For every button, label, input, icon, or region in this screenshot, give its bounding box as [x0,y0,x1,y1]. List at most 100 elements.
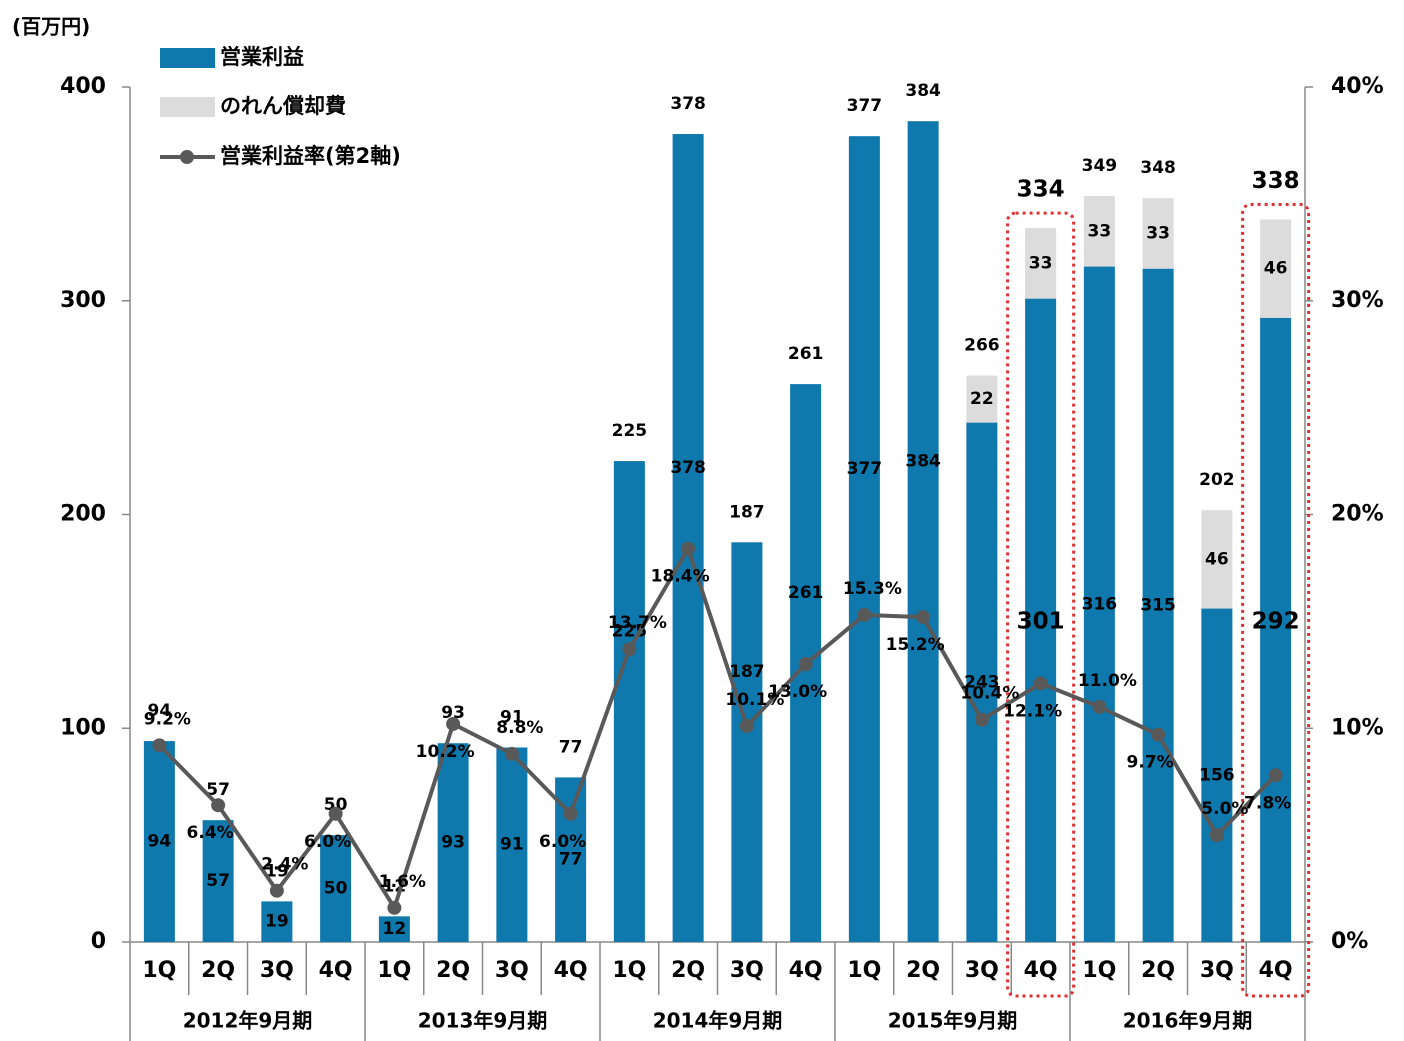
bar-operating-profit [1201,608,1233,942]
y-axis-label: (百万円) [12,15,90,39]
bar-amortization [1083,196,1115,267]
x-tick-label: 3Q [1200,958,1234,983]
bar-operating-profit [202,820,234,942]
total-label: 338 [1252,168,1300,194]
margin-marker [1033,676,1048,691]
margin-marker [328,806,343,821]
total-label: 384 [905,81,941,101]
y-tick-label: 0 [91,929,106,954]
total-label: 187 [729,502,765,522]
group-label: 2015年9月期 [888,1009,1018,1033]
margin-label: 6.0% [539,832,586,852]
margin-label: 15.3% [843,579,902,599]
y2-tick-label: 30% [1331,288,1384,313]
margin-label: 13.0% [768,682,827,702]
margin-label: 10.1% [725,690,784,710]
legend-swatch [160,97,215,117]
y2-tick-label: 40% [1331,74,1384,99]
bar-value-label: 93 [441,833,465,853]
bar-value-label: 384 [905,452,941,472]
legend-label: 営業利益 [220,45,304,69]
bar-value-label: 91 [500,835,524,855]
bar-operating-profit [1083,266,1115,942]
margin-marker [1209,828,1224,843]
bar-value-label: 261 [788,583,824,603]
x-tick-label: 1Q [847,958,881,983]
legend-marker [180,150,194,164]
margin-label: 10.4% [960,684,1019,704]
total-label: 202 [1199,470,1235,490]
margin-label: 6.4% [187,823,234,843]
total-label: 94 [148,701,172,721]
group-label: 2014年9月期 [653,1009,783,1033]
bar-operating-profit [320,835,352,942]
bar-operating-profit [143,741,175,942]
group-label: 2013年9月期 [418,1009,548,1033]
bar-value-label: 243 [964,672,1000,692]
bar-value-label: 156 [1199,765,1235,785]
bar-value-label: 46 [1264,259,1288,279]
margin-label: 13.7% [608,613,667,633]
bar-value-label: 77 [559,850,583,870]
total-label: 378 [670,94,706,114]
margin-marker [387,900,402,915]
total-label: 19 [265,861,289,881]
x-tick-label: 4Q [789,958,823,983]
margin-line [157,543,1278,913]
margin-marker [211,798,226,813]
bar-value-label: 33 [1029,253,1053,273]
bar-value-label: 187 [729,662,765,682]
x-tick-label: 4Q [319,958,353,983]
x-tick-label: 3Q [260,958,294,983]
margin-label: 12.1% [1003,701,1062,721]
margin-marker [269,883,284,898]
x-tick-label: 2Q [436,958,470,983]
x-tick-label: 2Q [671,958,705,983]
bar-amortization [1025,228,1057,299]
y2-tick-label: 20% [1331,502,1384,527]
x-tick-label: 4Q [1024,958,1058,983]
bar-value-label: 19 [265,912,289,932]
total-label: 57 [206,780,230,800]
margin-marker [681,541,696,556]
bar-value-label: 33 [1088,221,1112,241]
x-tick-label: 2Q [201,958,235,983]
bar-operating-profit [848,136,880,943]
bar-operating-profit [966,422,998,942]
x-tick-label: 2Q [1141,958,1175,983]
bar-value-label: 12 [383,919,407,939]
bar-value-label: 292 [1252,609,1300,635]
margin-marker [563,806,578,821]
x-tick-label: 4Q [554,958,588,983]
total-label: 225 [612,421,648,441]
x-tick-label: 1Q [1082,958,1116,983]
bar-operating-profit [1142,268,1174,942]
margin-label: 9.7% [1127,753,1174,773]
total-label: 349 [1082,156,1118,176]
total-label: 261 [788,344,824,364]
bar-amortization [1260,219,1292,318]
bar-amortization [1142,198,1174,269]
bar-value-label: 22 [970,389,994,409]
margin-marker [504,746,519,761]
margin-label: 9.2% [144,709,191,729]
y-tick-label: 200 [60,502,106,527]
bar-value-label: 33 [1146,223,1170,243]
margin-marker [1092,699,1107,714]
total-label: 77 [559,737,583,757]
bar-value-label: 57 [206,871,230,891]
margin-marker [1268,768,1283,783]
bar-operating-profit [613,461,645,942]
legend-label: 営業利益率(第2軸) [220,144,401,168]
y-tick-label: 300 [60,288,106,313]
margin-marker [974,712,989,727]
group-label: 2012年9月期 [183,1009,313,1033]
bar-operating-profit [1025,298,1057,942]
bar-operating-profit [1260,317,1292,943]
margin-marker [739,719,754,734]
y-tick-label: 400 [60,74,106,99]
bar-value-label: 377 [847,459,883,479]
total-label: 377 [847,96,883,116]
margin-label: 11.0% [1078,671,1137,691]
margin-label: 7.8% [1244,793,1291,813]
